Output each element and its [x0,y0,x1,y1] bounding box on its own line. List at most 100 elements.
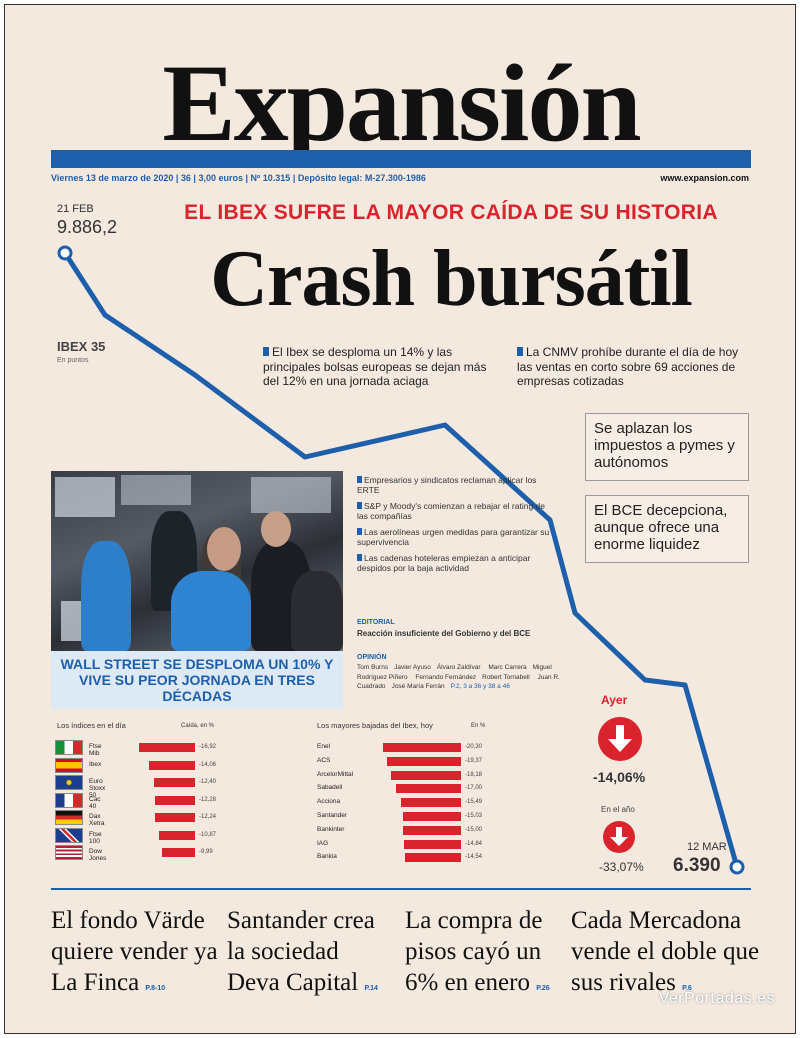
table-row-label: Acciona [317,798,341,806]
drops-table-title: Los mayores bajadas del Ibex, hoy [317,721,433,730]
ibex-end-point [729,859,745,875]
box-bce[interactable]: El BCE decepciona, aunque ofrece una eno… [585,495,749,563]
table-row-value: -17,00 [465,785,483,792]
ibex-label: IBEX 35 [57,339,106,354]
table-row-label: Ibex [89,760,102,768]
table-row-value: -15,03 [465,813,483,819]
table-row-label: Bankinter [317,825,345,833]
side-news-item[interactable]: Empresarios y sindicatos reclaman aplica… [357,475,537,495]
bullet-marker-icon [357,528,362,535]
eu-flag-icon [55,775,83,790]
table-row-label: ACS [317,756,331,764]
ibex-chart-line [62,250,740,870]
website-url[interactable]: www.expansion.com [660,173,749,183]
ibex-end-value: 6.390 [673,855,721,876]
table-row-bar [154,778,195,787]
footer-rule [51,888,751,890]
masthead-bar [51,150,751,168]
table-row-value: -16,92 [199,744,217,750]
table-row-label: Dow Jones [89,848,107,862]
indices-table-header: Caída, en % [181,723,215,729]
footer-story[interactable]: Santander crea la sociedad Deva Capital … [227,907,378,996]
italy-flag-icon [55,740,83,755]
trader-photo [51,471,343,651]
table-row-value: -15,00 [465,826,483,833]
bullet-marker-icon [357,554,362,561]
anio-label: En el año [601,805,635,814]
bullet-marker-icon [263,347,269,356]
dateline: Viernes 13 de marzo de 2020 | 36 | 3,00 … [51,173,426,183]
ibex-end-date: 12 MAR [687,841,727,853]
table-row-label: Sabadell [317,784,343,792]
bullet-ibex[interactable]: El Ibex se desploma un 14% y las princip… [263,345,487,388]
footer-story[interactable]: Cada Mercadona vende el doble que sus ri… [571,907,760,996]
down-arrow-icon [598,717,642,761]
table-row-bar [405,853,461,863]
table-row-value: -14,84 [465,840,483,847]
bullet-marker-icon [517,347,523,356]
table-row-value: -15,49 [465,799,483,806]
table-row-value: -10,87 [199,831,217,838]
usa-flag-icon [55,845,83,860]
footer-story[interactable]: La compra de pisos cayó un 6% en enero P… [405,907,550,996]
table-row-bar [154,813,195,822]
table-row-bar [403,825,461,835]
table-row-bar [395,784,461,794]
table-row-bar [383,743,461,752]
table-row-value: -14,06 [199,761,217,768]
table-row-bar [401,798,461,808]
table-row-bar [148,760,195,770]
footer-story[interactable]: El fondo Värde quiere vender ya La Finca… [51,907,218,996]
side-news-item[interactable]: S&P y Moody's comienzan a rebajar el rat… [357,501,546,521]
box-impuestos[interactable]: Se aplazan los impuestos a pymes y autón… [585,413,749,481]
table-row-label: Ftse Mib [89,743,102,757]
ibex-start-date: 21 FEB [57,203,94,215]
editorial-tag: EDITORIAL [357,619,395,626]
table-row-bar [162,848,195,857]
table-row-bar [391,770,461,780]
side-news-item[interactable]: Las aerolíneas urgen medidas para garant… [357,527,550,547]
table-row-bar [154,795,195,805]
ayer-label: Ayer [601,693,628,707]
bullet-cnmv[interactable]: La CNMV prohíbe durante el día de hoy la… [517,345,739,388]
table-row-bar [386,756,461,766]
editorial-title[interactable]: Reacción insuficiente del Gobierno y del… [357,629,531,638]
table-row-value: -18,18 [465,771,483,778]
photo-caption[interactable]: WALL STREET SE DESPLOMA UN 10% Y VIVE SU… [51,651,343,709]
table-row-bar [159,830,195,840]
table-row-label: Euro Stoxx 50 [89,778,106,799]
table-row-value: -12,40 [199,779,217,785]
side-news-item[interactable]: Las cadenas hoteleras empiezan a anticip… [357,553,531,573]
ibex-start-point [57,245,73,261]
ibex-sublabel: En puntos [57,357,89,364]
bullet-marker-icon [357,476,362,483]
table-row-value: -9,99 [199,849,213,855]
ibex-start-value: 9.886,2 [57,217,118,237]
table-row-value: -20,30 [465,744,483,750]
table-row-label: Cac 40 [89,795,101,810]
france-flag-icon [55,792,83,808]
table-row-value: -12,28 [199,796,217,803]
table-row-label: Santander [317,812,347,819]
table-row-value: -19,37 [465,757,483,764]
ibex-chart [57,245,745,875]
table-row-label: ArcelorMittal [317,770,354,778]
newspaper-front-page: Expansión Viernes 13 de marzo de 2020 | … [4,4,796,1034]
masthead: Expansión [162,42,641,164]
watermark: VerPortadas.es [658,990,775,1007]
table-row-value: -14,54 [465,854,483,861]
indices-table-title: Los índices en el día [57,721,126,730]
opinion-tag: OPINIÓN [357,654,387,661]
main-headline[interactable]: Crash bursátil [210,235,693,323]
table-row-label: Enel [317,743,331,750]
anio-value: -33,07% [599,860,644,874]
table-row-bar [403,839,461,849]
germany-flag-icon [55,810,83,825]
side-news-list: Empresarios y sindicatos reclaman aplica… [357,475,557,579]
table-row-label: Dax Xetra [89,813,105,827]
bullet-marker-icon [357,502,362,509]
table-row-value: -12,24 [199,814,217,820]
table-row-bar [403,812,461,821]
down-arrow-icon [603,821,635,853]
opinion-authors: Tom Burns Javier Ayuso Álvaro Zaldívar Mar… [357,664,560,690]
